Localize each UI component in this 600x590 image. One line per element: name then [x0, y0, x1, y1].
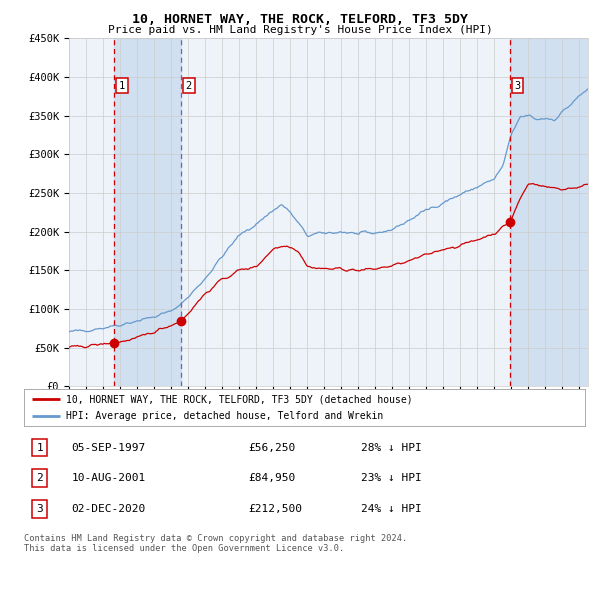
Text: 2: 2	[186, 81, 192, 91]
Text: 23% ↓ HPI: 23% ↓ HPI	[361, 473, 421, 483]
Text: HPI: Average price, detached house, Telford and Wrekin: HPI: Average price, detached house, Telf…	[66, 411, 383, 421]
Text: Price paid vs. HM Land Registry's House Price Index (HPI): Price paid vs. HM Land Registry's House …	[107, 25, 493, 35]
Text: 28% ↓ HPI: 28% ↓ HPI	[361, 442, 421, 453]
Text: £56,250: £56,250	[248, 442, 296, 453]
Bar	[510, 38, 588, 386]
Text: 10, HORNET WAY, THE ROCK, TELFORD, TF3 5DY: 10, HORNET WAY, THE ROCK, TELFORD, TF3 5…	[132, 13, 468, 26]
Text: 05-SEP-1997: 05-SEP-1997	[71, 442, 146, 453]
Text: £212,500: £212,500	[248, 504, 302, 514]
Text: 02-DEC-2020: 02-DEC-2020	[71, 504, 146, 514]
Text: 2: 2	[37, 473, 43, 483]
Text: 10, HORNET WAY, THE ROCK, TELFORD, TF3 5DY (detached house): 10, HORNET WAY, THE ROCK, TELFORD, TF3 5…	[66, 394, 413, 404]
Text: 3: 3	[514, 81, 521, 91]
Text: £84,950: £84,950	[248, 473, 296, 483]
Text: 3: 3	[37, 504, 43, 514]
Text: Contains HM Land Registry data © Crown copyright and database right 2024.
This d: Contains HM Land Registry data © Crown c…	[24, 534, 407, 553]
Text: 10-AUG-2001: 10-AUG-2001	[71, 473, 146, 483]
Text: 1: 1	[119, 81, 125, 91]
Text: 24% ↓ HPI: 24% ↓ HPI	[361, 504, 421, 514]
Bar	[115, 38, 181, 386]
Text: 1: 1	[37, 442, 43, 453]
